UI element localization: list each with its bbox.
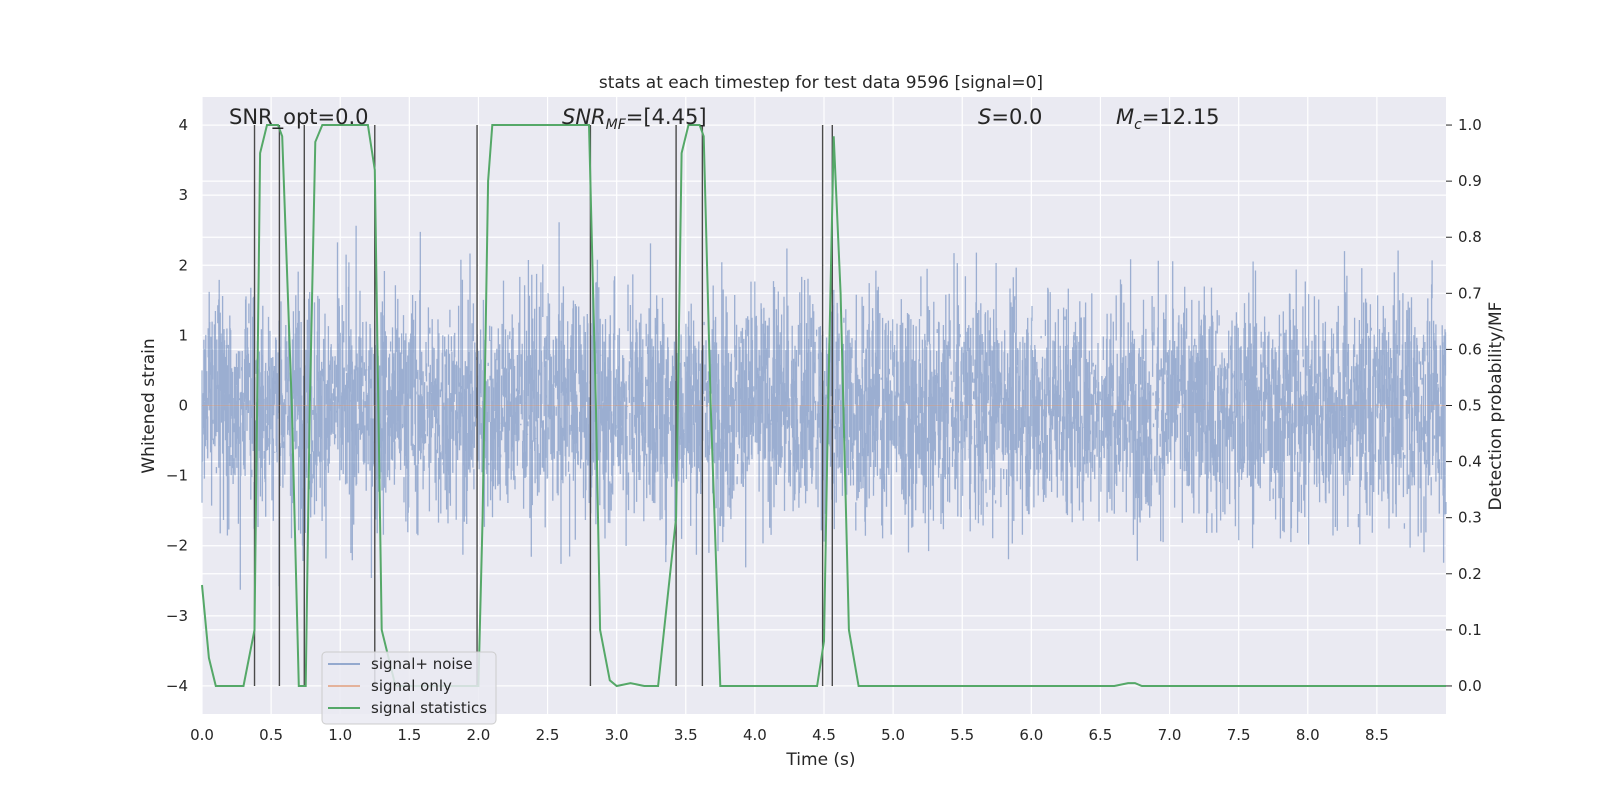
annotation-s-symbol: S (978, 105, 991, 129)
legend-label-signal-statistics: signal statistics (371, 699, 487, 717)
y-tick-label-right: 0.1 (1458, 621, 1482, 639)
y-tick-label-left: −1 (166, 467, 188, 485)
x-tick-label: 5.0 (881, 726, 905, 744)
annotation-snr-mf-value: =[4.45] (626, 105, 707, 129)
signal-noise-trace (201, 222, 1447, 590)
legend-label-signal-only: signal only (371, 677, 452, 695)
x-tick-label: 6.5 (1089, 726, 1113, 744)
x-tick-label: 8.0 (1296, 726, 1320, 744)
x-tick-label: 2.5 (536, 726, 560, 744)
y-tick-label-right: 0.7 (1458, 284, 1482, 302)
y-tick-label-left: 0 (178, 397, 188, 415)
annotation-mc-value: =12.15 (1142, 105, 1220, 129)
annotation-mc-symbol: M (1116, 105, 1134, 129)
x-tick-label: 1.5 (397, 726, 421, 744)
y-tick-label-right: 0.8 (1458, 228, 1482, 246)
annotation-snr-mf-symbol: SNR (562, 105, 606, 129)
y-tick-label-left: 4 (178, 116, 188, 134)
x-tick-label: 2.0 (467, 726, 491, 744)
y-tick-label-right: 0.6 (1458, 340, 1482, 358)
y-tick-label-left: 2 (178, 256, 188, 274)
y-tick-label-right: 1.0 (1458, 116, 1482, 134)
y-axis-label-right: Detection probability/MF (1486, 302, 1506, 511)
y-tick-label-left: 3 (178, 186, 188, 204)
annotation-mc-subscript: c (1134, 117, 1142, 133)
x-tick-label: 6.0 (1019, 726, 1043, 744)
legend: signal+ noise signal only signal statist… (321, 651, 497, 725)
annotation-s-value: =0.0 (991, 105, 1042, 129)
legend-box (321, 651, 497, 725)
x-tick-label: 0.0 (190, 726, 214, 744)
x-tick-label: 3.0 (605, 726, 629, 744)
y-tick-label-left: 1 (178, 326, 188, 344)
x-tick-label: 0.5 (259, 726, 283, 744)
x-tick-label: 5.5 (950, 726, 974, 744)
annotation-snr-mf-subscript: MF (606, 117, 627, 133)
annotation-mc: Mc=12.15 (1116, 105, 1220, 133)
annotation-snr-opt: SNR_opt=0.0 (229, 105, 369, 130)
x-tick-label: 7.0 (1158, 726, 1182, 744)
y-axis-label-left: Whitened strain (139, 338, 159, 473)
annotation-s: S=0.0 (978, 105, 1042, 129)
x-tick-label: 3.5 (674, 726, 698, 744)
y-tick-label-right: 0.4 (1458, 453, 1482, 471)
y-tick-label-left: −2 (166, 537, 188, 555)
x-axis-label: Time (s) (785, 750, 855, 770)
annotation-snr-mf: SNRMF=[4.45] (562, 105, 707, 133)
x-tick-label: 8.5 (1365, 726, 1389, 744)
y-tick-label-right: 0.9 (1458, 172, 1482, 190)
y-tick-label-left: −3 (166, 607, 188, 625)
chart-title: stats at each timestep for test data 959… (599, 73, 1043, 93)
legend-label-signal-noise: signal+ noise (371, 655, 473, 673)
y-tick-label-right: 0.0 (1458, 677, 1482, 695)
y-tick-label-left: −4 (166, 677, 188, 695)
y-tick-label-right: 0.5 (1458, 397, 1482, 415)
x-tick-label: 4.5 (812, 726, 836, 744)
x-tick-label: 1.0 (328, 726, 352, 744)
ticks: 0.0 0.5 1.0 1.5 2.0 2.5 3.0 3.5 4.0 4.5 5.0 5.5 6.0 6… (166, 116, 1482, 744)
y-tick-label-right: 0.3 (1458, 509, 1482, 527)
signal-statistics-series (201, 124, 1446, 688)
x-tick-label: 4.0 (743, 726, 767, 744)
y-tick-label-right: 0.2 (1458, 565, 1482, 583)
signal-noise-series (201, 222, 1447, 590)
x-tick-label: 7.5 (1227, 726, 1251, 744)
